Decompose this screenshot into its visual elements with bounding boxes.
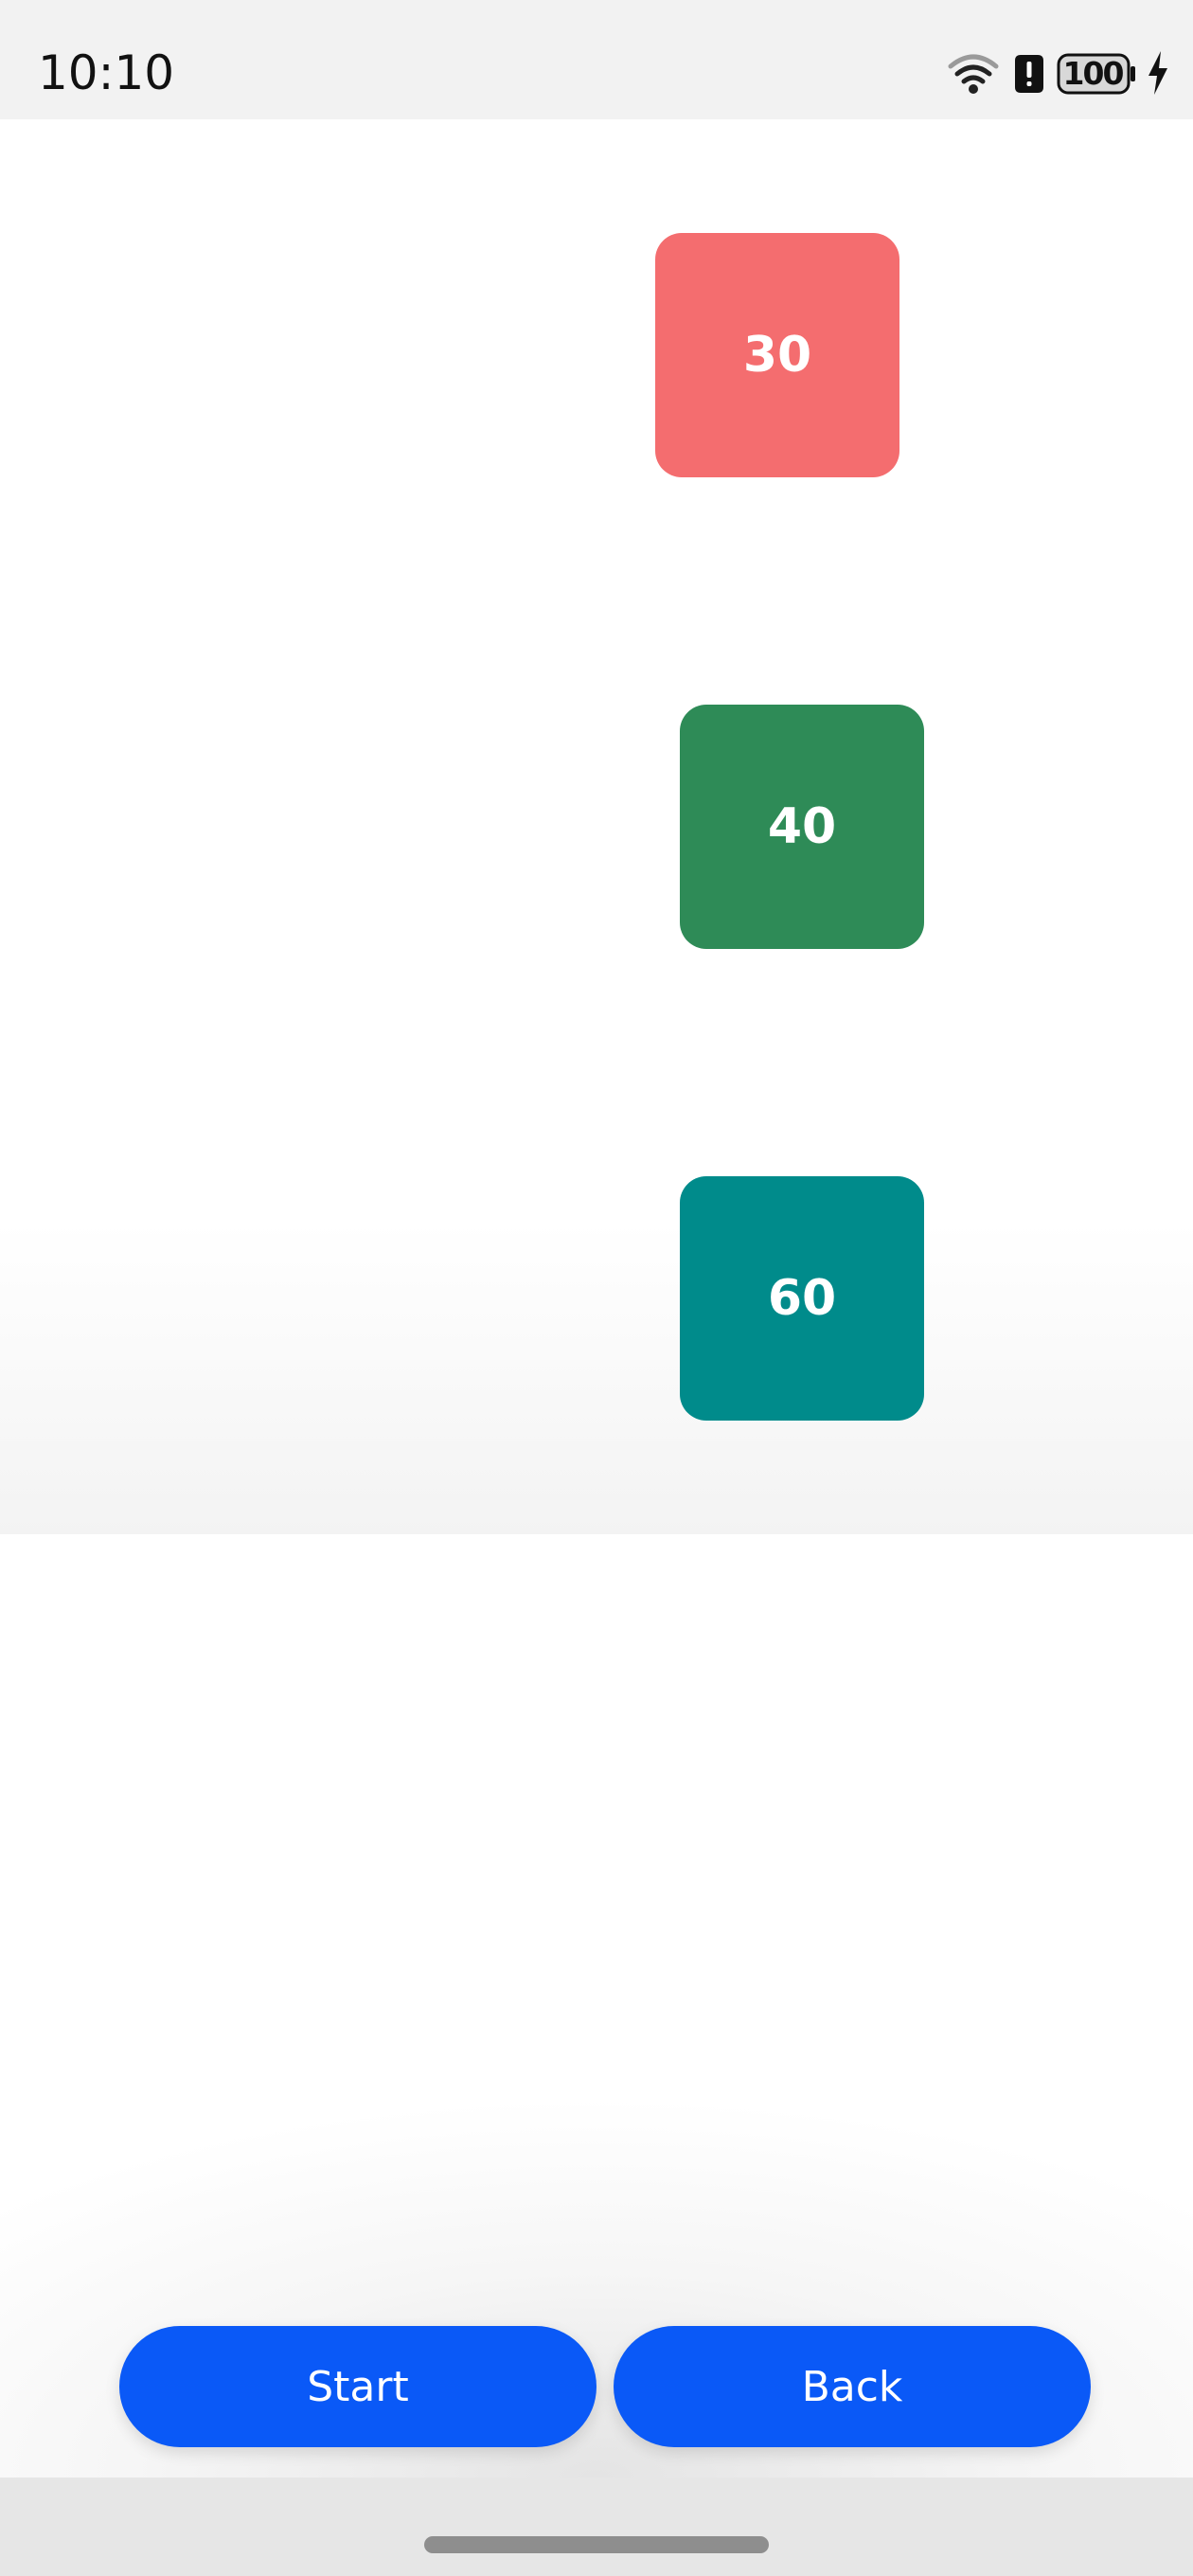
status-bar: 10:10	[0, 0, 1193, 119]
status-time: 10:10	[38, 45, 175, 100]
home-indicator[interactable]	[424, 2536, 769, 2553]
animation-area: 30 40 60	[0, 119, 1193, 1534]
lower-area	[0, 1534, 1193, 2478]
animated-square-30: 30	[655, 233, 899, 477]
sim-alert-icon	[1013, 53, 1045, 95]
animated-square-60: 60	[680, 1176, 924, 1421]
square-label: 60	[767, 1270, 837, 1327]
status-icons: 100	[947, 47, 1174, 104]
square-label: 40	[767, 798, 837, 855]
start-button[interactable]: Start	[119, 2326, 596, 2447]
charging-icon	[1146, 49, 1170, 97]
wifi-icon	[947, 53, 1000, 95]
battery-level: 100	[1062, 55, 1125, 92]
battery-icon: 100	[1057, 51, 1138, 97]
back-button[interactable]: Back	[614, 2326, 1091, 2447]
square-label: 30	[742, 327, 812, 384]
animated-square-40: 40	[680, 705, 924, 949]
navigation-bar	[0, 2478, 1193, 2576]
